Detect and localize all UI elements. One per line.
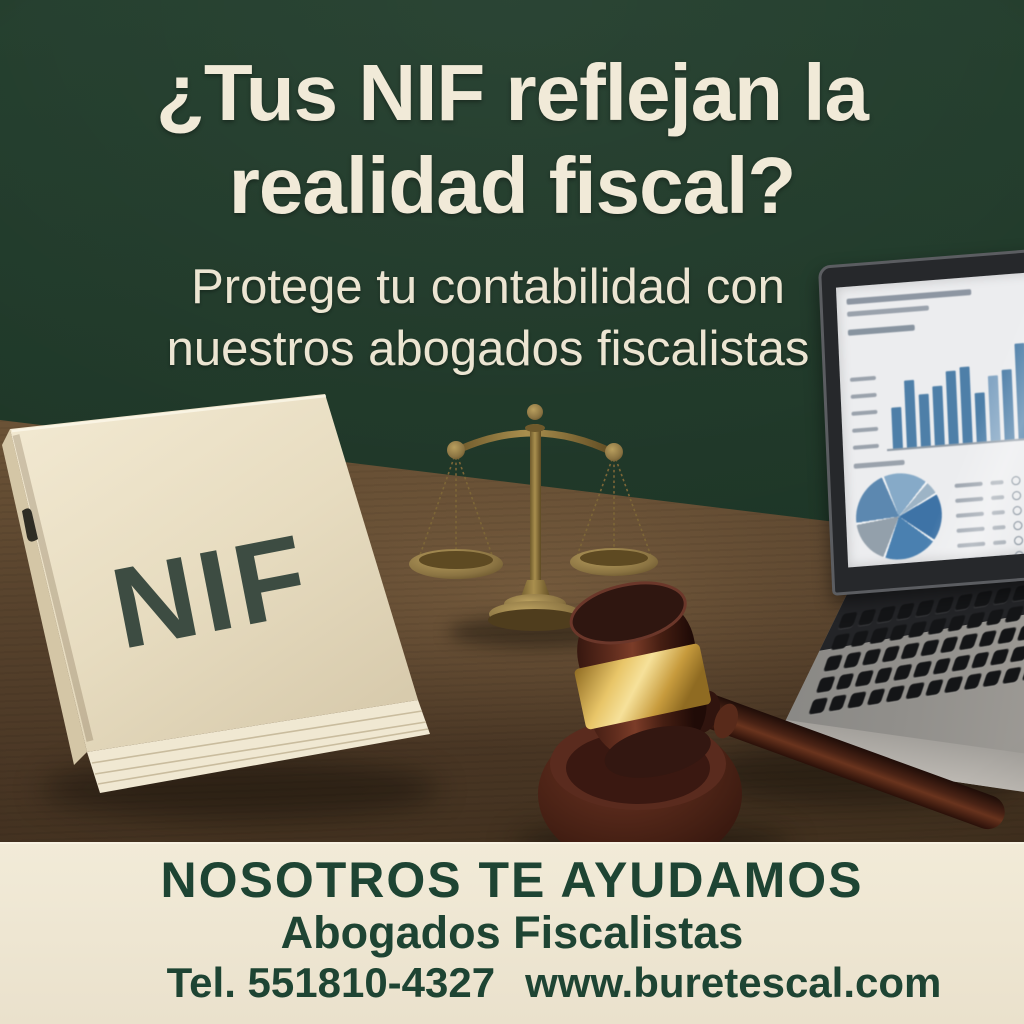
footer-phone: Tel. 551810-4327 bbox=[166, 959, 496, 1006]
scales-of-justice bbox=[409, 404, 658, 631]
subtitle-line2: nuestros abogados fiscalistas bbox=[166, 322, 810, 376]
gavel bbox=[538, 581, 1005, 870]
scales-finial bbox=[527, 404, 543, 420]
footer-website: www.buretescal.com bbox=[525, 959, 942, 1006]
headline-line1: ¿Tus NIF reflejan la bbox=[156, 48, 869, 137]
subtitle: Protege tu contabilidad con nuestros abo… bbox=[0, 256, 1000, 380]
book-cover bbox=[10, 394, 418, 752]
screen-legend bbox=[954, 461, 1024, 567]
footer-contact: Tel. 551810-4327 www.buretescal.com bbox=[42, 960, 1024, 1006]
screen-caption-line bbox=[853, 459, 905, 469]
headline-line2: realidad fiscal? bbox=[228, 141, 796, 230]
footer-subheading: Abogados Fiscalistas bbox=[280, 907, 744, 958]
screen-axis-labels bbox=[849, 375, 887, 454]
screen-pie-row bbox=[854, 461, 1024, 567]
gavel-head bbox=[569, 581, 711, 778]
gavel-gold-band bbox=[574, 643, 711, 730]
scales-beam-ball-left bbox=[447, 441, 465, 459]
screen-pie-chart bbox=[854, 470, 944, 563]
scales-beam-ball-right bbox=[605, 443, 623, 461]
footer-banner: NOSOTROS TE AYUDAMOS Abogados Fiscalista… bbox=[0, 842, 1024, 1024]
book-spine-notch bbox=[22, 508, 38, 542]
scales-column bbox=[530, 424, 541, 584]
subtitle-line1: Protege tu contabilidad con bbox=[191, 260, 785, 314]
headline: ¿Tus NIF reflejan la realidad fiscal? bbox=[0, 46, 1024, 232]
scales-chains bbox=[418, 451, 652, 568]
nif-book: NIF bbox=[2, 394, 430, 793]
footer-heading: NOSOTROS TE AYUDAMOS bbox=[160, 852, 864, 908]
